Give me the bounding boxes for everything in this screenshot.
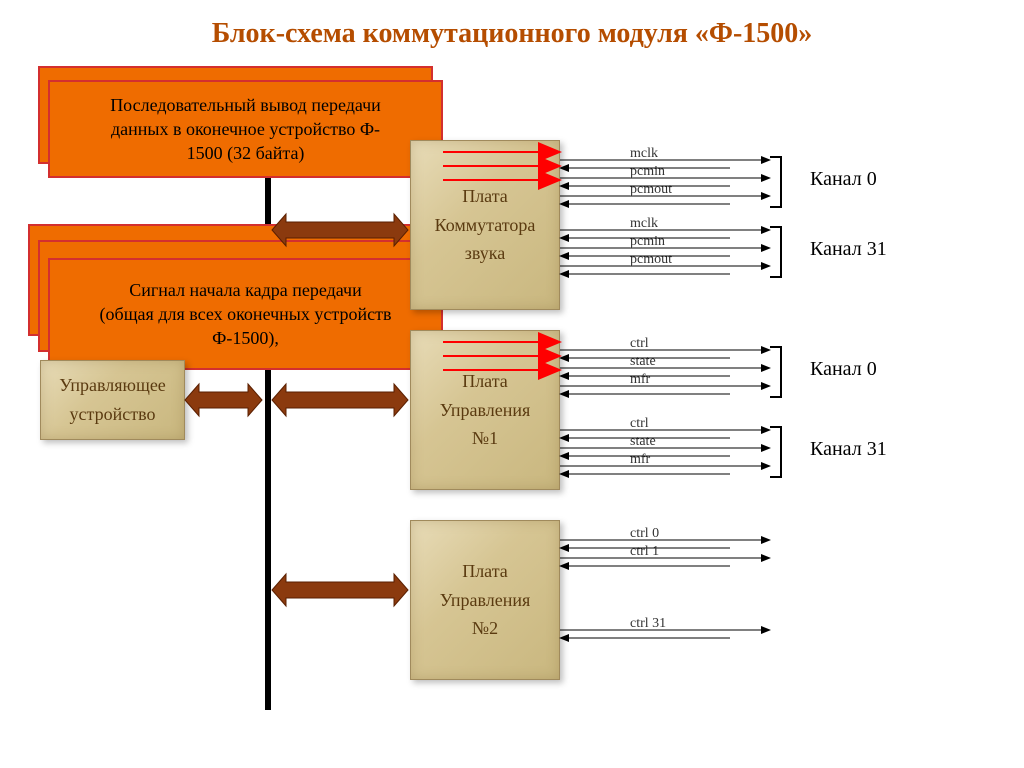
signal-label: state bbox=[630, 434, 656, 450]
signal-label: mfr bbox=[630, 372, 650, 388]
signal-label: pcmout bbox=[630, 182, 672, 198]
arrow-layer bbox=[0, 0, 1024, 768]
channel-bracket bbox=[780, 226, 782, 278]
signal-label: ctrl 31 bbox=[630, 616, 666, 632]
signal-label: mclk bbox=[630, 216, 658, 232]
signal-label: ctrl bbox=[630, 416, 649, 432]
signal-label: mclk bbox=[630, 146, 658, 162]
channel-label: Канал 0 bbox=[810, 358, 877, 381]
channel-label: Канал 31 bbox=[810, 438, 887, 461]
signal-label: ctrl bbox=[630, 336, 649, 352]
signal-label: pcmin bbox=[630, 164, 665, 180]
channel-label: Канал 0 bbox=[810, 168, 877, 191]
signal-label: mfr bbox=[630, 452, 650, 468]
channel-label: Канал 31 bbox=[810, 238, 887, 261]
signal-label: ctrl 0 bbox=[630, 526, 659, 542]
signal-label: state bbox=[630, 354, 656, 370]
channel-bracket bbox=[780, 346, 782, 398]
channel-bracket bbox=[780, 156, 782, 208]
signal-label: pcmout bbox=[630, 252, 672, 268]
signal-label: pcmin bbox=[630, 234, 665, 250]
signal-label: ctrl 1 bbox=[630, 544, 659, 560]
channel-bracket bbox=[780, 426, 782, 478]
